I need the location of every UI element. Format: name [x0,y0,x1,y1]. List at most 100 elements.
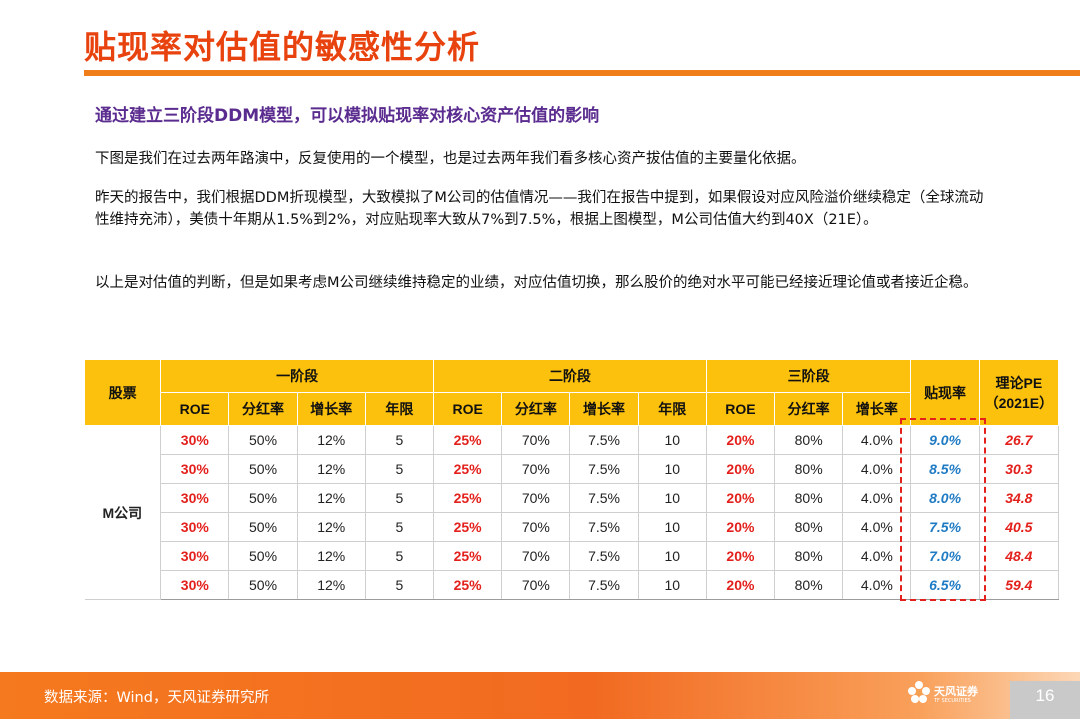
roe-cell: 30% [160,541,230,571]
table-cell: 70% [501,512,571,542]
theoretical-pe-cell: 30.3 [979,454,1060,484]
title-underline [84,70,1080,76]
roe-cell: 20% [706,512,776,542]
table-cell: 80% [774,570,844,600]
table-cell: 7.5% [569,483,639,513]
table-cell: 50% [228,483,298,513]
subheader-cell: 分红率 [501,392,571,426]
table-cell: 50% [228,570,298,600]
roe-cell: 20% [706,454,776,484]
roe-cell: 25% [433,425,503,455]
table-cell: 70% [501,483,571,513]
roe-cell: 20% [706,483,776,513]
subheader-cell: ROE [433,392,503,426]
data-source: 数据来源：Wind，天风证券研究所 [44,690,269,706]
roe-cell: 30% [160,483,230,513]
subheader-cell: 年限 [364,392,435,426]
table-cell: 80% [774,512,844,542]
table-cell: 5 [365,541,435,571]
table-cell: 4.0% [842,570,912,600]
table-cell: 5 [365,454,435,484]
discount-rate-cell: 7.0% [910,541,980,571]
pe-header-line2: （2021E） [984,394,1054,411]
sensitivity-table: 股票 一阶段 二阶段 三阶段 贴现率 理论PE （2021E） ROE 分红率 增长… [83,359,1060,600]
table-cell: 4.0% [842,541,912,571]
paragraph-1: 下图是我们在过去两年路演中，反复使用的一个模型，也是过去两年我们看多核心资产拔估… [95,151,806,167]
table-row: 30% 50% 12% 5 25% 70% 7.5% 10 20% 80% 4.0% 6.5% 59.4 [85,570,1060,600]
paragraph-3: 以上是对估值的判断，但是如果考虑M公司继续维持稳定的业绩，对应估值切换，那么股价… [95,275,978,291]
subheader-cell: 增长率 [296,392,366,426]
theoretical-pe-cell: 40.5 [979,512,1060,542]
table-cell: 50% [228,512,298,542]
subheader-cell: ROE [705,392,776,426]
table-cell: 70% [501,454,571,484]
table-cell: 5 [365,570,435,600]
logo-text: 天风证券 [934,685,978,698]
theoretical-pe-cell: 34.8 [979,483,1060,513]
stage3-header: 三阶段 [705,359,912,393]
table-cell: 80% [774,425,844,455]
table-cell: 50% [228,541,298,571]
roe-cell: 30% [160,512,230,542]
table-cell: 12% [297,570,366,600]
table-cell: 5 [365,425,435,455]
table-cell: 4.0% [842,512,912,542]
table-cell: 4.0% [842,454,912,484]
subheader-cell: 年限 [637,392,707,426]
company-logo: 天风证券 TF SECURITIES [906,679,978,713]
theoretical-pe-cell: 48.4 [979,541,1060,571]
table-cell: 7.5% [569,425,639,455]
roe-cell: 30% [160,425,230,455]
table-cell: 7.5% [569,512,639,542]
table-cell: 12% [297,425,366,455]
roe-cell: 25% [433,483,503,513]
stage1-header: 一阶段 [160,359,435,393]
table-cell: 10 [638,483,707,513]
roe-cell: 25% [433,570,503,600]
table-row: M公司 30% 50% 12% 5 25% 70% 7.5% 10 20% 80% 4.0% 9.0% 2… [84,425,1060,600]
discount-rate-cell: 8.5% [910,454,980,484]
stock-name-cell: M公司 [84,425,162,600]
subheader-cell: ROE [160,392,230,426]
subheader-cell: 分红率 [774,392,844,426]
table-cell: 5 [365,483,435,513]
table-cell: 10 [638,570,707,600]
subheader-cell: 分红率 [228,392,298,426]
discount-rate-cell: 7.5% [910,512,980,542]
page-number: 16 [1010,681,1080,719]
table-row: 30% 50% 12% 5 25% 70% 7.5% 10 20% 80% 4.0% 8.0% 34.8 [85,483,1060,513]
table-cell: 10 [638,512,707,542]
table-cell: 50% [228,454,298,484]
subheader-cell: 增长率 [569,392,639,426]
roe-cell: 20% [706,425,776,455]
table-cell: 80% [774,454,844,484]
table-cell: 12% [297,512,366,542]
table-body: M公司 30% 50% 12% 5 25% 70% 7.5% 10 20% 80% 4.0% 9.0% 2… [84,425,1060,600]
table-cell: 12% [297,541,366,571]
discount-rate-cell: 9.0% [910,425,980,455]
footer-bar: 数据来源：Wind，天风证券研究所 天风证券 TF SECURITIES 16 [0,672,1080,719]
theoretical-pe-cell: 26.7 [979,425,1060,455]
table-row: 30% 50% 12% 5 25% 70% 7.5% 10 20% 80% 4.0% 7.0% 48.4 [85,541,1060,571]
paragraph-2: 昨天的报告中，我们根据DDM折现模型，大致模拟了M公司的估值情况——我们在报告中… [95,190,984,228]
table-cell: 12% [297,483,366,513]
logo-subtext: TF SECURITIES [934,698,971,704]
theoretical-pe-cell: 59.4 [979,570,1060,600]
theoretical-pe-header: 理论PE （2021E） [978,359,1060,426]
table-cell: 7.5% [569,570,639,600]
roe-cell: 20% [706,541,776,571]
roe-cell: 25% [433,512,503,542]
table-header-row: 股票 一阶段 二阶段 三阶段 贴现率 理论PE （2021E） [83,359,1060,426]
page-title: 贴现率对估值的敏感性分析 [84,28,481,66]
table-cell: 4.0% [842,483,912,513]
table-cell: 10 [638,541,707,571]
discount-rate-header: 贴现率 [910,359,980,426]
table-cell: 12% [297,454,366,484]
table-cell: 70% [501,425,571,455]
table-cell: 70% [501,541,571,571]
table-row: 30% 50% 12% 5 25% 70% 7.5% 10 20% 80% 4.0% 7.5% 40.5 [85,512,1060,542]
roe-cell: 25% [433,454,503,484]
discount-rate-cell: 6.5% [910,570,980,600]
roe-cell: 25% [433,541,503,571]
table-cell: 10 [638,425,707,455]
